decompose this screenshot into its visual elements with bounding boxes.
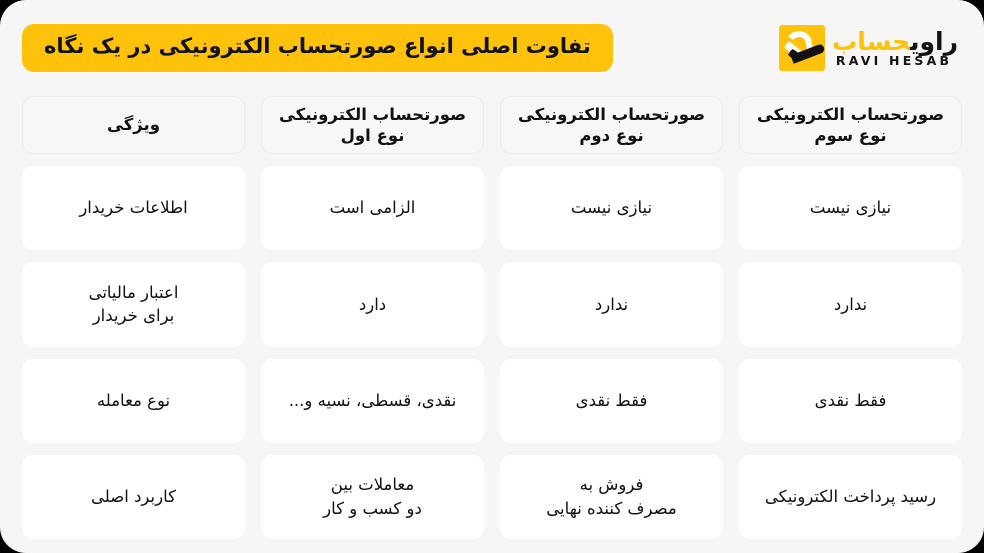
table-cell-type2: ندارد [500,262,723,347]
brand-name-fa-first: راوی [910,26,958,56]
page-title: تفاوت اصلی انواع صورتحساب الکترونیکی در … [44,34,591,59]
table-cell-type1: دارد [261,262,484,347]
header-bar: تفاوت اصلی انواع صورتحساب الکترونیکی در … [0,0,984,96]
table-cell-type2: فروش به مصرف کننده نهایی [500,454,723,539]
table-header-row: ویژگی صورتحساب الکترونیکی نوع اول صورتحس… [22,96,962,154]
table-cell-feature: اطلاعات خریدار [22,166,245,251]
table-cell-text: نیازی نیست [809,198,892,218]
table-cell-type1: الزامی است [261,166,484,251]
table-cell-type1: معاملات بین دو کسب و کار [261,454,484,539]
table-header-label: صورتحساب الکترونیکی نوع سوم [756,104,945,145]
table-cell-type3: نیازی نیست [739,166,962,251]
table-row: نوع معامله نقدی، قسطی، نسیه و... فقط نقد… [22,358,962,443]
table-cell-text: کاربرد اصلی [91,487,176,507]
table-cell-text: الزامی است [329,198,416,218]
table-row: کاربرد اصلی معاملات بین دو کسب و کار فرو… [22,454,962,539]
table-cell-text: فقط نقدی [575,390,648,410]
table-header-cell-type3: صورتحساب الکترونیکی نوع سوم [739,96,962,154]
table-cell-text: اطلاعات خریدار [79,198,188,218]
title-banner: تفاوت اصلی انواع صورتحساب الکترونیکی در … [22,24,613,72]
table-cell-type2: نیازی نیست [500,166,723,251]
table-cell-type3: رسید پرداخت الکترونیکی [739,454,962,539]
table-header-label: ویژگی [107,115,161,135]
table-header-label: صورتحساب الکترونیکی نوع اول [278,104,467,145]
table-cell-text: دارد [358,294,387,314]
ravi-hesab-logo-icon [779,25,826,71]
brand-name-en: RAVI HESAB [835,52,953,68]
table-row: اعتبار مالیاتی برای خریدار دارد ندارد ند… [22,262,962,347]
brand-wordmark: راویحساب RAVI HESAB [832,29,958,68]
table-cell-text: اعتبار مالیاتی برای خریدار [88,282,179,326]
table-cell-text: ندارد [594,294,629,314]
table-cell-type3: فقط نقدی [739,358,962,443]
table-cell-feature: کاربرد اصلی [22,454,245,539]
table-cell-feature: اعتبار مالیاتی برای خریدار [22,262,245,347]
table-cell-text: فقط نقدی [814,390,887,410]
table-cell-text: معاملات بین دو کسب و کار [323,475,422,518]
table-cell-feature: نوع معامله [22,358,245,443]
table-cell-text: نقدی، قسطی، نسیه و... [288,390,457,410]
table-cell-type2: فقط نقدی [500,358,723,443]
table-header-cell-feature: ویژگی [22,96,245,154]
table-header-cell-type2: صورتحساب الکترونیکی نوع دوم [500,96,723,154]
table-cell-text: نیازی نیست [570,198,653,218]
table-cell-text: رسید پرداخت الکترونیکی [764,487,937,507]
table-cell-text: نوع معامله [96,390,171,410]
brand-name-fa-second: حساب [832,26,911,56]
table-cell-type1: نقدی، قسطی، نسیه و... [261,358,484,443]
table-cell-type3: ندارد [739,262,962,347]
table-cell-text: ندارد [833,294,868,314]
table-header-label: صورتحساب الکترونیکی نوع دوم [517,104,706,145]
brand-logo: راویحساب RAVI HESAB [779,25,958,71]
table-cell-text: فروش به مصرف کننده نهایی [546,475,677,518]
brand-name-fa: راویحساب [832,29,958,54]
table-header-cell-type1: صورتحساب الکترونیکی نوع اول [261,96,484,154]
comparison-table: ویژگی صورتحساب الکترونیکی نوع اول صورتحس… [22,96,962,539]
table-row: اطلاعات خریدار الزامی است نیازی نیست نیا… [22,166,962,251]
